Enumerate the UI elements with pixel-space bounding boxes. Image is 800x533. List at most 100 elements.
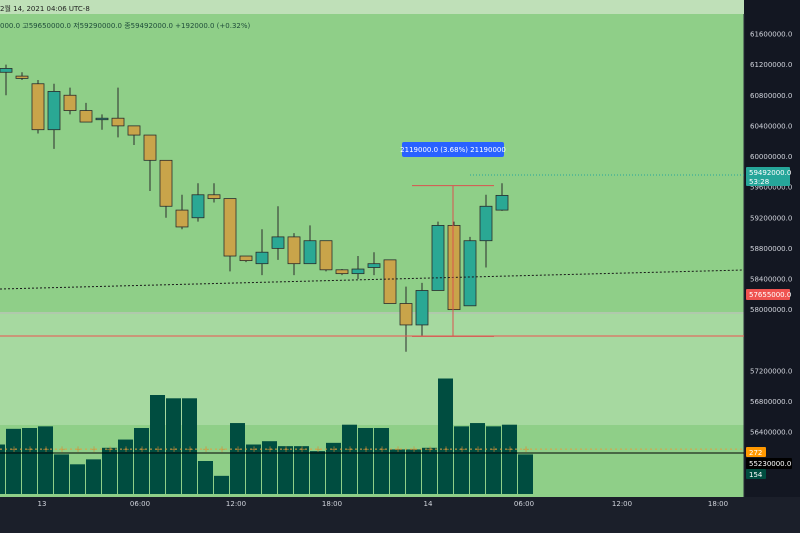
header-ohlc: 000.0 고59650000.0 저59290000.0 종59492000.… xyxy=(0,21,251,30)
volume-bar xyxy=(214,475,229,494)
time-tick-label: 12:00 xyxy=(612,500,632,508)
volume-bar xyxy=(166,398,181,494)
volume-ma-mark: + xyxy=(458,445,466,455)
volume-ma-mark: + xyxy=(314,445,322,455)
volume-ma-markers: + + + + + + + + + + + + + + + + + + + + + + + + + + + + + + + + + + xyxy=(0,445,744,455)
time-tick-label: 14 xyxy=(424,500,433,508)
candle-body xyxy=(351,268,365,275)
volume-ma-mark: + xyxy=(282,445,290,455)
volume-bar xyxy=(438,378,453,494)
volume-ma-mark: + xyxy=(186,445,194,455)
volume-bar xyxy=(326,442,341,494)
volume-bar xyxy=(342,424,357,494)
volume-bar xyxy=(310,451,325,494)
candle-body xyxy=(207,194,221,200)
volume-ma-mark: + xyxy=(266,445,274,455)
price-axis-bg xyxy=(744,14,800,497)
volume-ma-mark: + xyxy=(394,445,402,455)
candle-body xyxy=(255,251,269,265)
candle-body xyxy=(303,240,317,265)
volume-bar xyxy=(422,447,437,494)
candles xyxy=(0,64,509,352)
volume-bar xyxy=(406,449,421,494)
candle-body xyxy=(319,240,333,271)
volume-bar xyxy=(134,428,149,494)
volume-ma-mark: + xyxy=(490,445,498,455)
candle-body xyxy=(271,236,285,249)
candle-body xyxy=(175,209,189,228)
volume-bar xyxy=(262,441,277,494)
volume-bar xyxy=(518,454,533,494)
volume-ma-mark: + xyxy=(442,445,450,455)
volume-bar xyxy=(70,464,85,494)
candle-body xyxy=(367,263,381,268)
volume-ma-mark: + xyxy=(234,445,242,455)
volume-ma-mark: + xyxy=(74,445,82,455)
volume-value-badge xyxy=(746,469,766,479)
candle-body xyxy=(415,290,429,326)
candle-body xyxy=(63,94,77,111)
candle-body xyxy=(159,159,173,207)
time-tick-label: 13 xyxy=(38,500,47,508)
time-tick-label: 18:00 xyxy=(708,500,728,508)
candle-body xyxy=(15,75,29,79)
time-tick-label: 12:00 xyxy=(226,500,246,508)
volume-bar xyxy=(374,428,389,494)
volume-ma-mark: + xyxy=(346,445,354,455)
volume-ma-mark: + xyxy=(138,445,146,455)
volume-ma-mark: + xyxy=(26,445,34,455)
candle-body xyxy=(143,134,157,161)
countdown-value: 53:28 xyxy=(749,178,769,186)
crosshair-price-value: 55230000.0 xyxy=(749,460,791,468)
candle-body xyxy=(0,68,13,73)
volume-ma-mark: + xyxy=(250,445,258,455)
price-tick-label: 56800000.0 xyxy=(750,398,792,406)
time-tick-label: 18:00 xyxy=(322,500,342,508)
header-strip xyxy=(0,0,744,14)
volume-bar xyxy=(230,423,245,494)
candle-body xyxy=(223,198,237,257)
volume-ma-mark: + xyxy=(106,445,114,455)
volume-ma-mark: + xyxy=(218,445,226,455)
last-price-value: 59492000.0 xyxy=(749,169,791,177)
volume-bar xyxy=(150,395,165,494)
price-tick-label: 60000000.0 xyxy=(750,153,792,161)
candle-body xyxy=(191,194,205,219)
red-level-badge xyxy=(746,289,790,300)
volume-bar xyxy=(486,426,501,494)
price-tick-label: 57200000.0 xyxy=(750,367,792,375)
volume-bar xyxy=(86,459,101,494)
chart-overlays xyxy=(0,174,745,454)
volume-bars xyxy=(0,378,533,494)
volume-value: 154 xyxy=(749,471,763,479)
candle-body xyxy=(95,117,109,121)
volume-ma-mark: + xyxy=(330,445,338,455)
volume-bar xyxy=(470,423,485,494)
volume-bar xyxy=(0,444,5,494)
candle-body xyxy=(399,303,413,326)
volume-ma-mark: + xyxy=(42,445,50,455)
volume-ma-mark: + xyxy=(10,445,18,455)
volume-ma-mark: + xyxy=(58,445,66,455)
volume-bar xyxy=(6,428,21,494)
volume-ma-mark: + xyxy=(90,445,98,455)
volume-bar xyxy=(54,454,69,494)
volume-bar xyxy=(390,449,405,494)
upper-area xyxy=(0,14,744,312)
price-tick-label: 60400000.0 xyxy=(750,122,792,130)
measure-label-box xyxy=(402,142,504,157)
volume-ma-badge xyxy=(746,447,766,457)
volume-bar xyxy=(502,424,517,494)
candle-body xyxy=(335,269,349,275)
price-tick-label: 58000000.0 xyxy=(750,306,792,314)
volume-ma-mark: + xyxy=(378,445,386,455)
candle-body xyxy=(431,225,445,291)
last-price-badge xyxy=(746,167,790,186)
volume-ma-mark: + xyxy=(154,445,162,455)
price-tick-label: 60800000.0 xyxy=(750,92,792,100)
volume-ma-mark: + xyxy=(362,445,370,455)
volume-bar xyxy=(182,398,197,494)
volume-ma-mark: + xyxy=(410,445,418,455)
